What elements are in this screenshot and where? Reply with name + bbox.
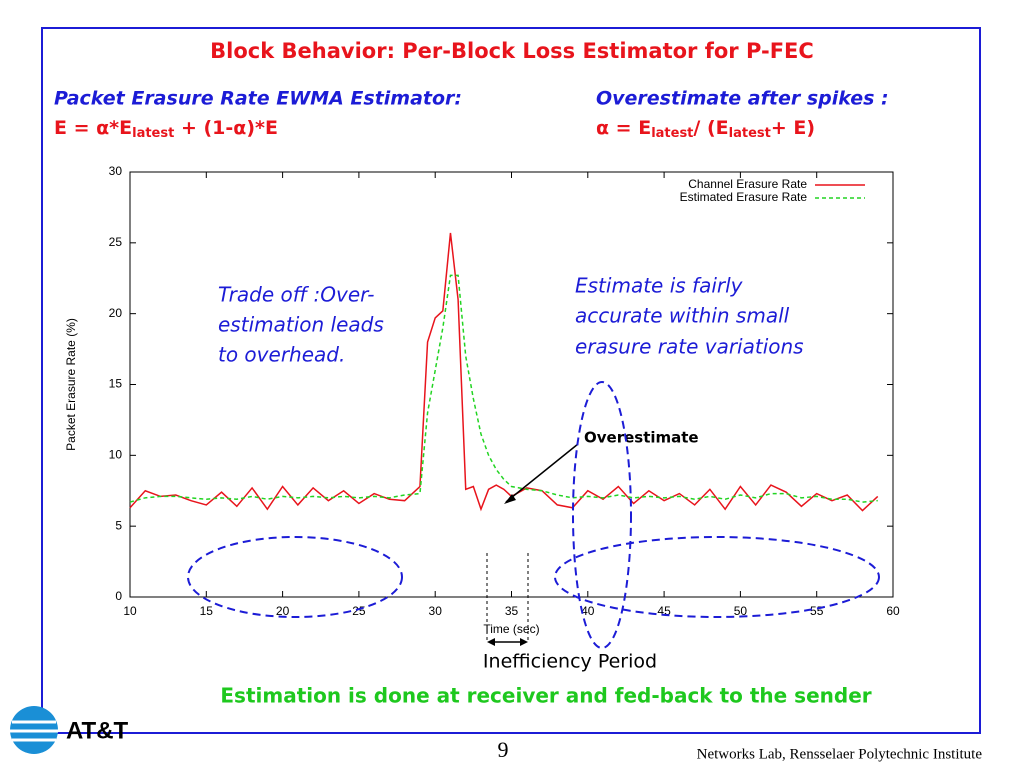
- ellipse: [572, 381, 632, 649]
- footer: Estimation is done at receiver and fed-b…: [220, 684, 871, 708]
- y-axis-label: Packet Erasure Rate (%): [64, 318, 78, 451]
- logo: AT&T: [10, 706, 129, 754]
- x-tick-label: 55: [810, 604, 824, 618]
- x-tick-label: 60: [886, 604, 900, 618]
- y-tick-label: 10: [109, 448, 123, 462]
- y-tick-label: 25: [109, 235, 123, 249]
- arrowhead: [487, 638, 495, 646]
- note-left: to overhead.: [218, 343, 345, 367]
- series-line: [129, 274, 878, 503]
- x-tick-label: 35: [505, 604, 519, 618]
- credit: Networks Lab, Rensselaer Polytechnic Ins…: [697, 746, 983, 762]
- y-tick-label: 0: [115, 589, 122, 603]
- arrow: [505, 443, 579, 503]
- note-right: accurate within small: [575, 304, 790, 328]
- x-tick-label: 50: [734, 604, 748, 618]
- legend-label: Channel Erasure Rate: [688, 177, 807, 191]
- legend-label: Estimated Erasure Rate: [680, 190, 808, 204]
- y-tick-label: 30: [109, 164, 123, 178]
- y-tick-label: 5: [115, 518, 122, 532]
- x-tick-label: 30: [429, 604, 443, 618]
- formula-sub: latest: [651, 126, 693, 141]
- x-tick-label: 25: [352, 604, 366, 618]
- note-left: estimation leads: [218, 313, 384, 337]
- annotations: Trade off :Over- estimation leads to ove…: [187, 274, 880, 673]
- plot-frame: [129, 171, 894, 598]
- x-tick-label: 40: [581, 604, 595, 618]
- note-left: Trade off :Over-: [218, 283, 375, 307]
- inefficiency-label: Inefficiency Period: [483, 651, 657, 673]
- arrowhead: [520, 638, 528, 646]
- note-right: erasure rate variations: [575, 335, 804, 359]
- logo-text: AT&T: [66, 717, 129, 744]
- left-formula: E = α*Elatest + (1-α)*E: [54, 117, 278, 141]
- formula-sub: latest: [132, 126, 174, 141]
- formula-part: / (E: [693, 117, 728, 139]
- x-tick-label: 15: [200, 604, 214, 618]
- slide-title: Block Behavior: Per-Block Loss Estimator…: [210, 39, 814, 63]
- y-tick-label: 15: [109, 377, 123, 391]
- x-axis-label: Time (sec): [483, 622, 539, 636]
- x-tick-label: 20: [276, 604, 290, 618]
- formula-sub: latest: [729, 126, 771, 141]
- y-tick-label: 20: [109, 306, 123, 320]
- note-right: Estimate is fairly: [575, 274, 744, 298]
- formula-part: + E): [771, 117, 815, 139]
- right-formula: α = Elatest/ (Elatest+ E): [596, 117, 815, 141]
- formula-part: α = E: [596, 117, 651, 139]
- overestimate-label: Overestimate: [584, 429, 699, 447]
- formula-part: E = α*E: [54, 117, 132, 139]
- formula-part: + (1-α)*E: [174, 117, 278, 139]
- ellipse: [554, 536, 880, 618]
- x-tick-label: 10: [123, 604, 137, 618]
- ellipse: [187, 536, 403, 618]
- arrowhead: [504, 494, 516, 504]
- page-number: 9: [498, 737, 509, 762]
- right-heading: Overestimate after spikes :: [596, 88, 889, 110]
- left-heading: Packet Erasure Rate EWMA Estimator:: [54, 88, 462, 110]
- series-line: [129, 232, 879, 512]
